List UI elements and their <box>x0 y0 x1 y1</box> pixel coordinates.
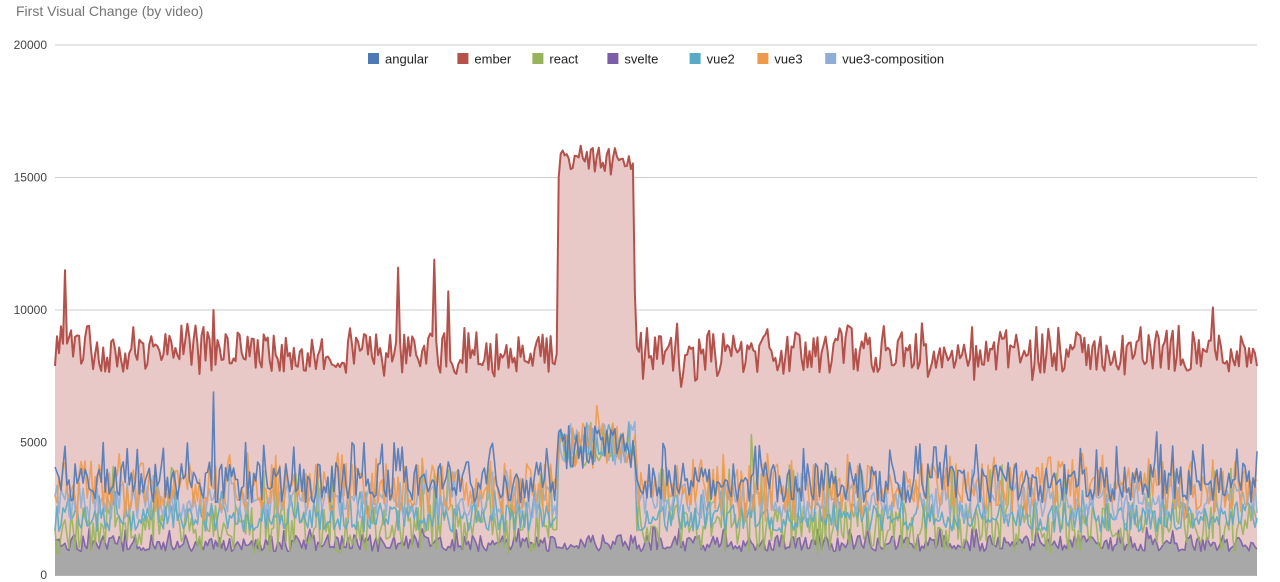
chart-title: First Visual Change (by video) <box>16 3 204 19</box>
series-line-vue2 <box>54 421 1258 534</box>
series-line-angular <box>54 391 1258 504</box>
legend-swatch-vue3 <box>757 53 769 64</box>
legend-label-ember: ember <box>474 52 512 67</box>
legend-swatch-svelte <box>607 53 619 64</box>
legend-swatch-vue2 <box>689 53 701 64</box>
y-tick-label: 15000 <box>14 171 48 185</box>
legend-label-vue3: vue3 <box>774 52 802 67</box>
series-line-svelte <box>54 526 1258 553</box>
y-tick-label: 0 <box>40 568 47 582</box>
legend-label-vue2: vue2 <box>707 52 735 67</box>
legend-label-svelte: svelte <box>624 52 658 67</box>
legend-label-react: react <box>549 52 578 67</box>
y-tick-label: 20000 <box>14 38 48 52</box>
series-line-ember <box>54 144 1258 388</box>
series-line-vue3-composition <box>54 420 1258 523</box>
y-tick-label: 10000 <box>14 303 48 317</box>
legend-swatch-ember <box>457 53 469 64</box>
legend-label-angular: angular <box>385 52 429 67</box>
legend-swatch-vue3-composition <box>825 53 837 64</box>
legend-label-vue3-composition: vue3-composition <box>842 52 944 67</box>
legend-swatch-react <box>532 53 544 64</box>
legend-swatch-angular <box>368 53 379 64</box>
y-tick-label: 5000 <box>20 436 47 450</box>
